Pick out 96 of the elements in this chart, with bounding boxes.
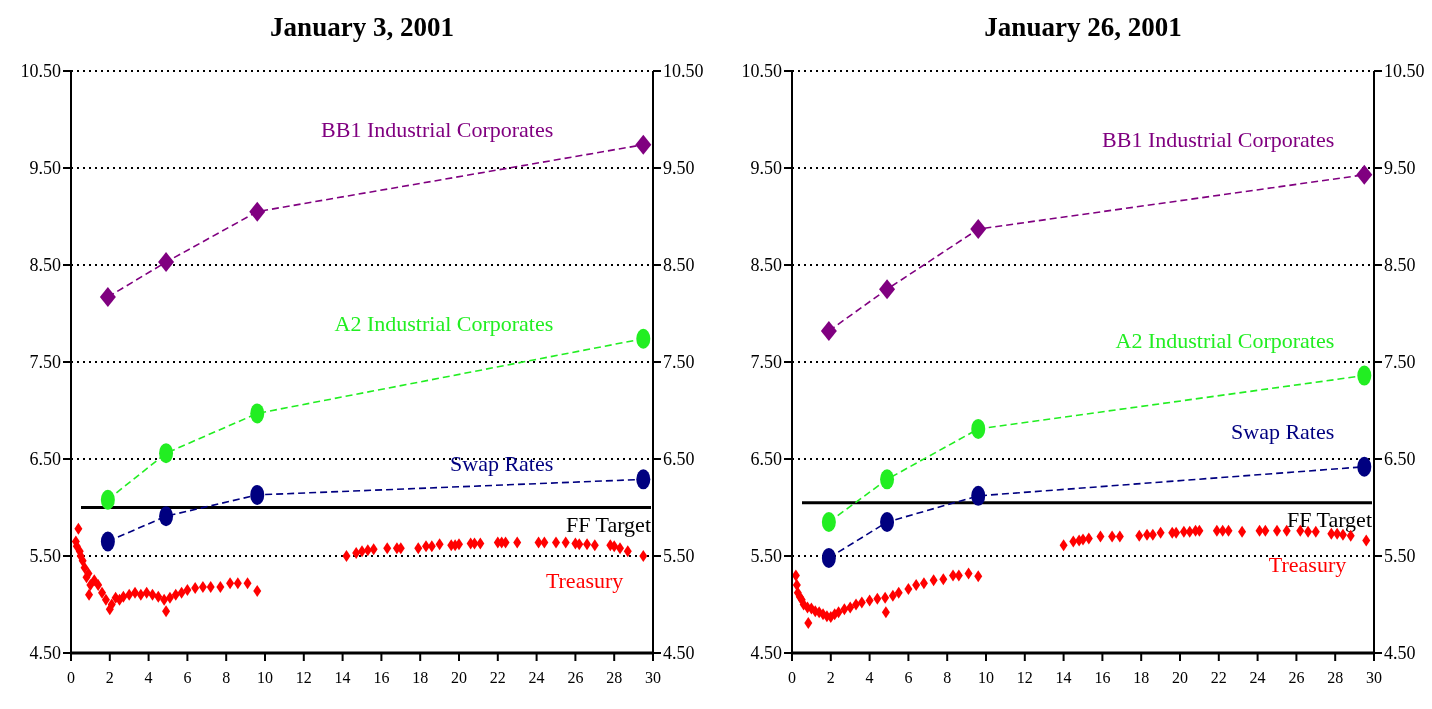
point <box>879 279 896 300</box>
x-tick-label: 6 <box>183 669 192 686</box>
y2-tick-label: 9.50 <box>1384 158 1416 179</box>
x-tick-label: 8 <box>943 669 952 686</box>
x-tick-label: 8 <box>222 669 231 686</box>
point <box>159 506 174 527</box>
x-tick-label: 28 <box>1327 669 1344 686</box>
x-tick-label: 30 <box>1366 669 1382 686</box>
point <box>880 512 895 533</box>
point <box>880 469 895 490</box>
point <box>100 531 115 552</box>
y-tick-label: 9.50 <box>29 158 61 179</box>
point <box>100 489 115 510</box>
series-label: Swap Rates <box>450 451 554 477</box>
y-tick-label: 10.50 <box>20 61 61 82</box>
x-tick-label: 16 <box>1094 669 1111 686</box>
point <box>99 287 116 308</box>
y-tick-label: 5.50 <box>29 546 61 567</box>
x-tick-label: 24 <box>1249 669 1266 686</box>
y2-tick-label: 5.50 <box>663 546 695 567</box>
point <box>821 512 836 533</box>
chart-title: January 3, 2001 <box>270 12 454 42</box>
point <box>635 134 652 155</box>
x-tick-label: 20 <box>1172 669 1188 686</box>
point <box>158 252 175 273</box>
y2-tick-label: 4.50 <box>663 643 695 664</box>
x-tick-label: 0 <box>788 669 796 686</box>
point <box>159 443 174 464</box>
x-tick-label: 26 <box>1288 669 1305 686</box>
series-label: A2 Industrial Corporates <box>334 310 554 336</box>
y2-tick-label: 10.50 <box>1384 61 1425 82</box>
y-tick-label: 8.50 <box>750 255 782 276</box>
y-tick-label: 9.50 <box>750 158 782 179</box>
y2-tick-label: 7.50 <box>1384 352 1416 373</box>
point <box>250 403 265 424</box>
y-tick-label: 4.50 <box>750 643 782 664</box>
point <box>970 219 987 240</box>
point <box>1357 365 1372 386</box>
x-tick-label: 2 <box>105 669 114 686</box>
y2-tick-label: 6.50 <box>663 449 695 470</box>
point <box>1357 456 1372 477</box>
x-tick-label: 2 <box>826 669 835 686</box>
point <box>971 418 986 439</box>
x-tick-label: 4 <box>144 669 153 686</box>
series-label: Treasury <box>545 568 624 593</box>
y-tick-label: 7.50 <box>750 352 782 373</box>
x-tick-label: 6 <box>904 669 913 686</box>
point <box>1356 164 1373 185</box>
series-label: A2 Industrial Corporates <box>1115 327 1335 353</box>
point <box>971 485 986 506</box>
point <box>636 328 651 349</box>
y2-tick-label: 5.50 <box>1384 546 1416 567</box>
y-tick-label: 8.50 <box>29 255 61 276</box>
x-tick-label: 10 <box>978 669 994 686</box>
series-label: BB1 Industrial Corporates <box>1102 126 1335 152</box>
x-tick-label: 14 <box>1055 669 1072 686</box>
x-tick-label: 18 <box>1133 669 1150 686</box>
x-tick-label: 24 <box>528 669 545 686</box>
x-tick-label: 30 <box>645 669 661 686</box>
y-tick-label: 10.50 <box>741 61 782 82</box>
y2-tick-label: 8.50 <box>663 255 695 276</box>
y2-tick-label: 4.50 <box>1384 643 1416 664</box>
x-tick-label: 18 <box>412 669 429 686</box>
point <box>821 547 836 568</box>
point <box>249 201 266 222</box>
point <box>636 469 651 490</box>
point <box>820 320 837 341</box>
y-tick-label: 5.50 <box>750 546 782 567</box>
y-tick-label: 7.50 <box>29 352 61 373</box>
ref-line-label: FF Target <box>1286 506 1372 532</box>
y2-tick-label: 8.50 <box>1384 255 1416 276</box>
y-tick-label: 4.50 <box>29 643 61 664</box>
y2-tick-label: 10.50 <box>663 61 704 82</box>
series-label: Swap Rates <box>1231 418 1335 444</box>
chart-title: January 26, 2001 <box>984 12 1182 42</box>
x-tick-label: 22 <box>489 669 506 686</box>
x-tick-label: 4 <box>865 669 874 686</box>
point <box>250 484 265 505</box>
x-tick-label: 28 <box>606 669 623 686</box>
y-tick-label: 6.50 <box>750 449 782 470</box>
y-tick-label: 6.50 <box>29 449 61 470</box>
x-tick-label: 0 <box>67 669 75 686</box>
x-tick-label: 22 <box>1210 669 1227 686</box>
y2-tick-label: 7.50 <box>663 352 695 373</box>
y2-tick-label: 9.50 <box>663 158 695 179</box>
ref-line-label: FF Target <box>565 511 651 537</box>
x-tick-label: 16 <box>373 669 390 686</box>
series-label: Treasury <box>1268 552 1347 578</box>
x-tick-label: 20 <box>451 669 467 686</box>
x-tick-label: 10 <box>257 669 273 686</box>
y2-tick-label: 6.50 <box>1384 449 1416 470</box>
x-tick-label: 26 <box>567 669 584 686</box>
x-tick-label: 14 <box>334 669 351 686</box>
series-label: BB1 Industrial Corporates <box>321 116 554 142</box>
x-tick-label: 12 <box>295 669 312 686</box>
x-tick-label: 12 <box>1016 669 1033 686</box>
